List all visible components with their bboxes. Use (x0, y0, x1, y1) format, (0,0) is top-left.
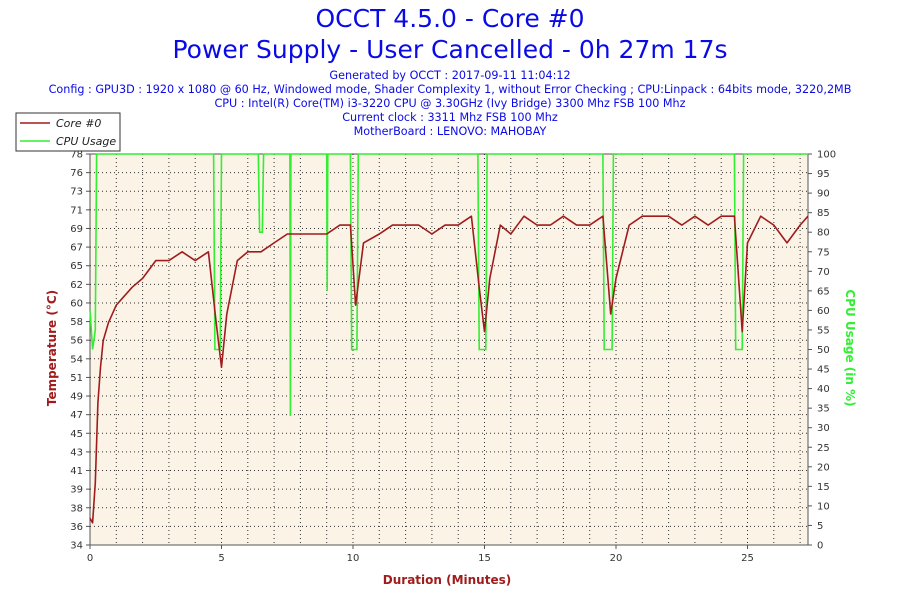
y-left-tick-label: 69 (70, 224, 83, 235)
y-left-tick-label: 67 (70, 243, 83, 254)
y-right-tick-label: 20 (817, 462, 830, 473)
y-right-tick-label: 85 (817, 208, 830, 219)
y-left-tick-label: 43 (70, 447, 83, 458)
y-left-tick-label: 54 (70, 354, 83, 365)
series-layer (89, 153, 809, 524)
x-tick-label: 10 (347, 553, 360, 564)
y-left-tick-label: 76 (70, 168, 83, 179)
x-axis-label: Duration (Minutes) (383, 573, 511, 587)
y-left-tick-label: 49 (70, 392, 83, 403)
y-right-tick-label: 95 (817, 169, 830, 180)
y-right-tick-label: 15 (817, 482, 830, 493)
y-right-tick-label: 30 (817, 423, 830, 434)
y-left-tick-label: 78 (70, 150, 83, 161)
y-left-tick-label: 65 (70, 261, 83, 272)
y-axis-left-label: Temperature (°C) (45, 290, 59, 406)
x-tick-label: 25 (741, 553, 754, 564)
y-right-tick-label: 45 (817, 365, 830, 376)
y-left-tick-label: 41 (70, 466, 83, 477)
x-tick-label: 5 (218, 553, 224, 564)
y-right-tick-label: 100 (817, 150, 836, 161)
x-tick-label: 0 (87, 553, 93, 564)
y-left-tick-label: 62 (70, 280, 83, 291)
legend: Core #0 CPU Usage (15, 112, 121, 152)
y-left-tick-label: 36 (70, 522, 83, 533)
x-tick-label: 15 (478, 553, 491, 564)
series-core0-line (89, 215, 809, 524)
info-generated: Generated by OCCT : 2017-09-11 11:04:12 (329, 69, 571, 82)
y-right-tick-label: 50 (817, 345, 830, 356)
plot-area (89, 153, 809, 546)
y-right-tick-label: 90 (817, 189, 830, 200)
y-axis-right-label: CPU Usage (in %) (843, 289, 857, 406)
y-right-tick-label: 75 (817, 247, 830, 258)
y-right-tick-label: 10 (817, 501, 830, 512)
y-left-tick-label: 51 (70, 373, 83, 384)
y-left-tick-label: 56 (70, 336, 83, 347)
y-right-tick-label: 0 (817, 541, 823, 552)
y-right-tick-label: 25 (817, 443, 830, 454)
y-left-tick-label: 73 (70, 187, 83, 198)
y-left-tick-label: 45 (70, 429, 83, 440)
y-right-tick-label: 70 (817, 267, 830, 278)
y-left-tick-label: 39 (70, 485, 83, 496)
info-motherboard: MotherBoard : LENOVO: MAHOBAY (353, 125, 547, 138)
y-right-tick-label: 60 (817, 306, 830, 317)
series-cpu-usage-line (89, 153, 808, 417)
legend-box (15, 112, 121, 152)
y-right-tick-label: 65 (817, 286, 830, 297)
y-right-tick-label: 55 (817, 325, 830, 336)
y-left-tick-label: 38 (70, 503, 83, 514)
legend-core0-label: Core #0 (56, 117, 101, 130)
chart-subtitle: Power Supply - User Cancelled - 0h 27m 1… (172, 35, 728, 64)
y-left-tick-label: 34 (70, 541, 83, 552)
chart-title: OCCT 4.5.0 - Core #0 (315, 4, 585, 33)
info-cpu: CPU : Intel(R) Core(TM) i3-3220 CPU @ 3.… (214, 97, 686, 110)
y-right-tick-label: 5 (817, 521, 823, 532)
y-left-tick-label: 58 (70, 317, 83, 328)
y-right-tick-label: 40 (817, 384, 830, 395)
info-config: Config : GPU3D : 1920 x 1080 @ 60 Hz, Wi… (48, 83, 852, 96)
y-left-tick-label: 60 (70, 298, 83, 309)
legend-cpu-usage-label: CPU Usage (56, 135, 116, 148)
y-left-tick-label: 71 (70, 205, 83, 216)
y-left-tick-label: 47 (70, 410, 83, 421)
ticks: 34 36 38 39 41 43 45 47 49 51 54 56 58 60 62 65 67 69 71 73… (70, 150, 836, 565)
y-right-tick-label: 35 (817, 404, 830, 415)
x-tick-label: 20 (610, 553, 623, 564)
info-clock: Current clock : 3311 Mhz FSB 100 Mhz (342, 111, 558, 124)
y-right-tick-label: 80 (817, 228, 830, 239)
